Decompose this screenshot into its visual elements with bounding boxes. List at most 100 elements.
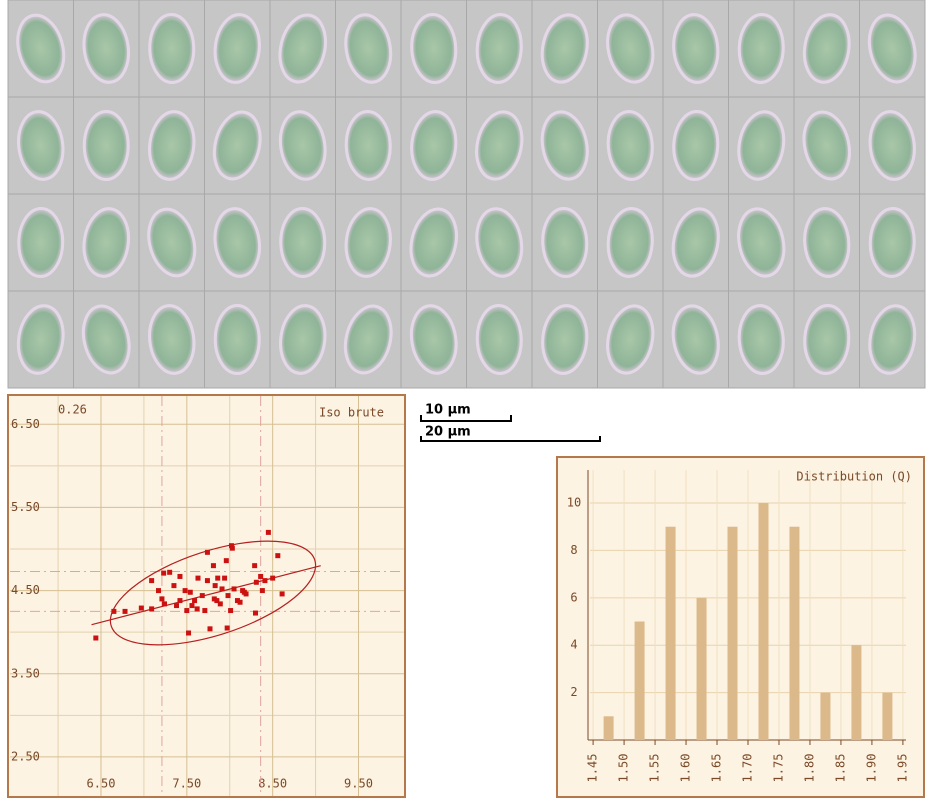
spore <box>802 13 851 84</box>
point <box>174 603 180 609</box>
bar <box>758 503 769 740</box>
spore <box>802 110 852 181</box>
point <box>204 549 210 555</box>
spore <box>16 13 66 84</box>
y-tick-label: 6 <box>570 590 577 604</box>
annotation: 0.26 <box>58 403 87 417</box>
point <box>217 601 223 607</box>
spore <box>475 13 523 84</box>
scatter-chart: 6.50 7.50 8.50 9.50 2.50 3.50 4.50 5.50 6.50 Iso … <box>10 396 404 796</box>
point <box>194 606 200 612</box>
point <box>223 558 229 564</box>
point <box>202 608 208 614</box>
x-tick-label: 1.45 <box>586 754 600 783</box>
y-tick-label: 2 <box>570 685 577 699</box>
point <box>252 610 258 616</box>
chart-title: Distribution (Q) <box>796 470 912 484</box>
point <box>138 605 144 611</box>
point <box>149 578 155 584</box>
spore <box>344 110 392 181</box>
chart-title: Iso brute <box>319 406 384 420</box>
point <box>156 588 162 594</box>
point <box>224 625 230 631</box>
spore <box>148 110 196 181</box>
spore-gallery <box>7 0 926 389</box>
spore <box>147 207 197 278</box>
point <box>189 603 195 609</box>
spore <box>16 304 65 375</box>
point <box>199 593 205 599</box>
spore <box>475 304 523 375</box>
spore <box>540 110 589 181</box>
spore <box>409 207 459 278</box>
x-tick-label: 1.70 <box>741 754 755 783</box>
scale-label: 20 µm <box>425 425 471 440</box>
bar <box>634 621 645 740</box>
bar <box>820 692 831 740</box>
point <box>182 588 188 594</box>
point <box>215 575 221 581</box>
point <box>159 596 165 602</box>
spore <box>81 304 131 375</box>
spore <box>671 207 720 278</box>
point <box>228 543 234 549</box>
bar <box>696 597 707 740</box>
point <box>259 588 265 594</box>
x-tick-label: 1.80 <box>802 754 816 783</box>
spore <box>213 13 261 84</box>
spore <box>606 110 654 181</box>
spore <box>82 207 131 278</box>
spore <box>279 304 327 375</box>
scatter-panel <box>7 394 406 798</box>
y-tick-label: 4.50 <box>11 583 40 597</box>
y-tick-label: 6.50 <box>11 417 40 431</box>
scale-bar <box>420 436 601 442</box>
spore <box>672 110 720 181</box>
spore <box>410 13 458 84</box>
spore <box>148 13 196 84</box>
point <box>149 606 155 612</box>
y-tick-label: 5.50 <box>11 500 40 514</box>
x-tick-label: 1.85 <box>833 754 847 783</box>
spore <box>17 207 65 278</box>
spore <box>344 207 392 278</box>
point <box>258 573 264 579</box>
spore <box>279 207 327 278</box>
spore <box>737 110 786 181</box>
point <box>171 583 177 589</box>
spore <box>82 110 130 181</box>
point <box>204 578 210 584</box>
point <box>237 599 243 605</box>
spore <box>410 110 458 181</box>
y-tick-label: 10 <box>567 496 581 510</box>
point <box>210 563 216 569</box>
scale-bar <box>420 415 512 422</box>
spore <box>213 207 262 278</box>
point <box>225 593 231 599</box>
bar <box>882 692 893 740</box>
spore <box>82 13 131 84</box>
point <box>219 586 225 592</box>
point <box>167 569 173 575</box>
spore <box>867 13 917 84</box>
spore <box>540 13 589 84</box>
spore <box>803 207 851 278</box>
point <box>214 598 220 604</box>
point <box>93 635 99 641</box>
x-tick-label: 1.75 <box>771 754 785 783</box>
histogram-chart: 2 4 6 8 10 1.45 1.50 1.55 1.60 1.65 1.70 1.75 1.80 1.… <box>567 470 912 783</box>
histogram-panel <box>556 456 925 798</box>
point <box>252 563 258 569</box>
x-tick-label: 1.60 <box>679 754 693 783</box>
spore <box>213 304 261 375</box>
spore <box>737 207 786 278</box>
point <box>184 608 190 614</box>
x-tick-label: 1.50 <box>617 754 631 783</box>
bar <box>851 645 862 740</box>
spore <box>868 207 916 278</box>
confidence-ellipse <box>109 540 317 646</box>
trend-line <box>91 565 321 626</box>
spore <box>803 304 851 375</box>
point <box>234 598 240 604</box>
